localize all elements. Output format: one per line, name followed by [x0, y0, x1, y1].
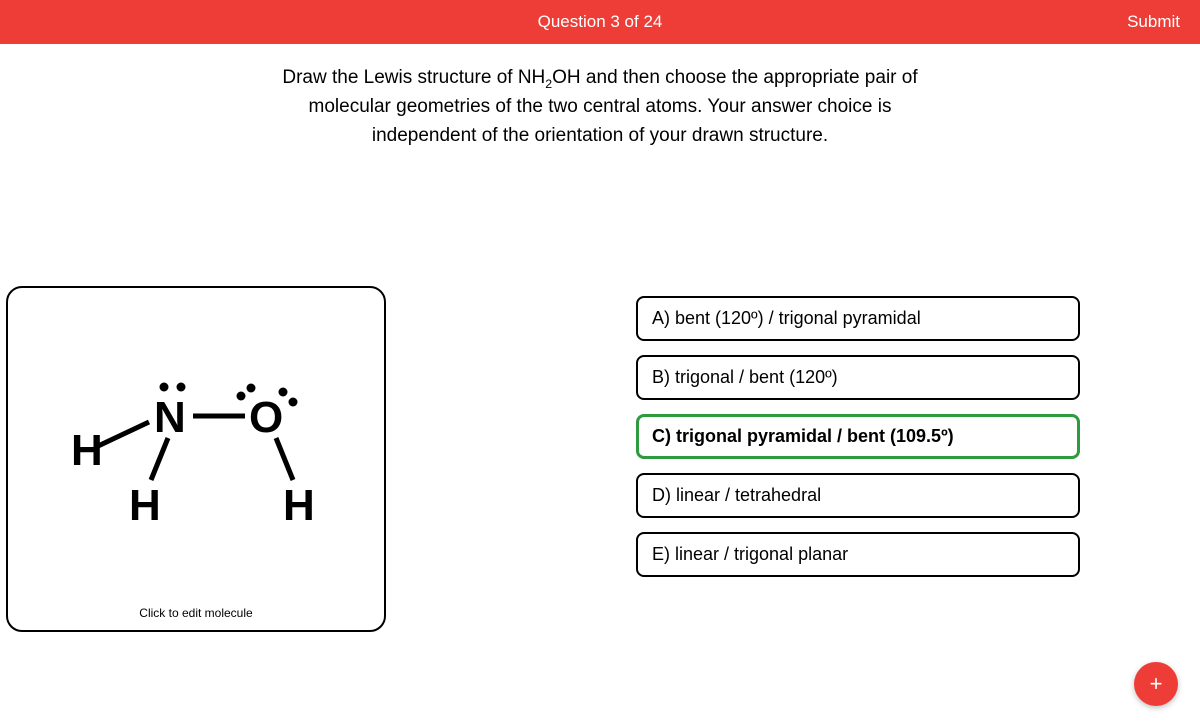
question-counter: Question 3 of 24: [538, 12, 663, 32]
question-prompt: Draw the Lewis structure of NH2OH and th…: [220, 64, 980, 150]
prompt-line3: independent of the orientation of your d…: [372, 125, 828, 146]
lone-pair-dot: [160, 383, 169, 392]
choice-d[interactable]: D) linear / tetrahedral: [636, 473, 1080, 518]
bond-h-n-left: [96, 422, 149, 447]
atom-h-bottom-left: H: [129, 481, 161, 530]
atom-h-bottom-right: H: [283, 481, 315, 530]
edit-molecule-label: Click to edit molecule: [8, 606, 384, 626]
lone-pair-dot: [237, 392, 246, 401]
atom-h-left: H: [71, 426, 103, 475]
lone-pair-dot: [247, 384, 256, 393]
prompt-line2: molecular geometries of the two central …: [309, 96, 892, 117]
prompt-line1-post: OH and then choose the appropriate pair …: [552, 67, 917, 88]
atom-o: O: [249, 393, 283, 442]
bond-n-h-bottom: [151, 438, 168, 480]
choice-c[interactable]: C) trigonal pyramidal / bent (109.5º): [636, 414, 1080, 459]
submit-button[interactable]: Submit: [1127, 12, 1180, 32]
header-bar: Question 3 of 24 Submit: [0, 0, 1200, 44]
choice-b[interactable]: B) trigonal / bent (120º): [636, 355, 1080, 400]
add-button[interactable]: +: [1134, 662, 1178, 706]
choice-a[interactable]: A) bent (120º) / trigonal pyramidal: [636, 296, 1080, 341]
lone-pair-dot: [289, 398, 298, 407]
choice-e[interactable]: E) linear / trigonal planar: [636, 532, 1080, 577]
prompt-line1-pre: Draw the Lewis structure of NH: [282, 67, 545, 88]
lewis-structure-svg: H N O H H: [31, 332, 361, 562]
lone-pair-dot: [177, 383, 186, 392]
molecule-editor-panel[interactable]: H N O H H Click to edit molecule: [6, 286, 386, 632]
bond-o-h: [276, 438, 293, 480]
atom-n: N: [154, 393, 186, 442]
answer-choices: A) bent (120º) / trigonal pyramidal B) t…: [636, 296, 1080, 577]
molecule-drawing[interactable]: H N O H H: [8, 288, 384, 606]
